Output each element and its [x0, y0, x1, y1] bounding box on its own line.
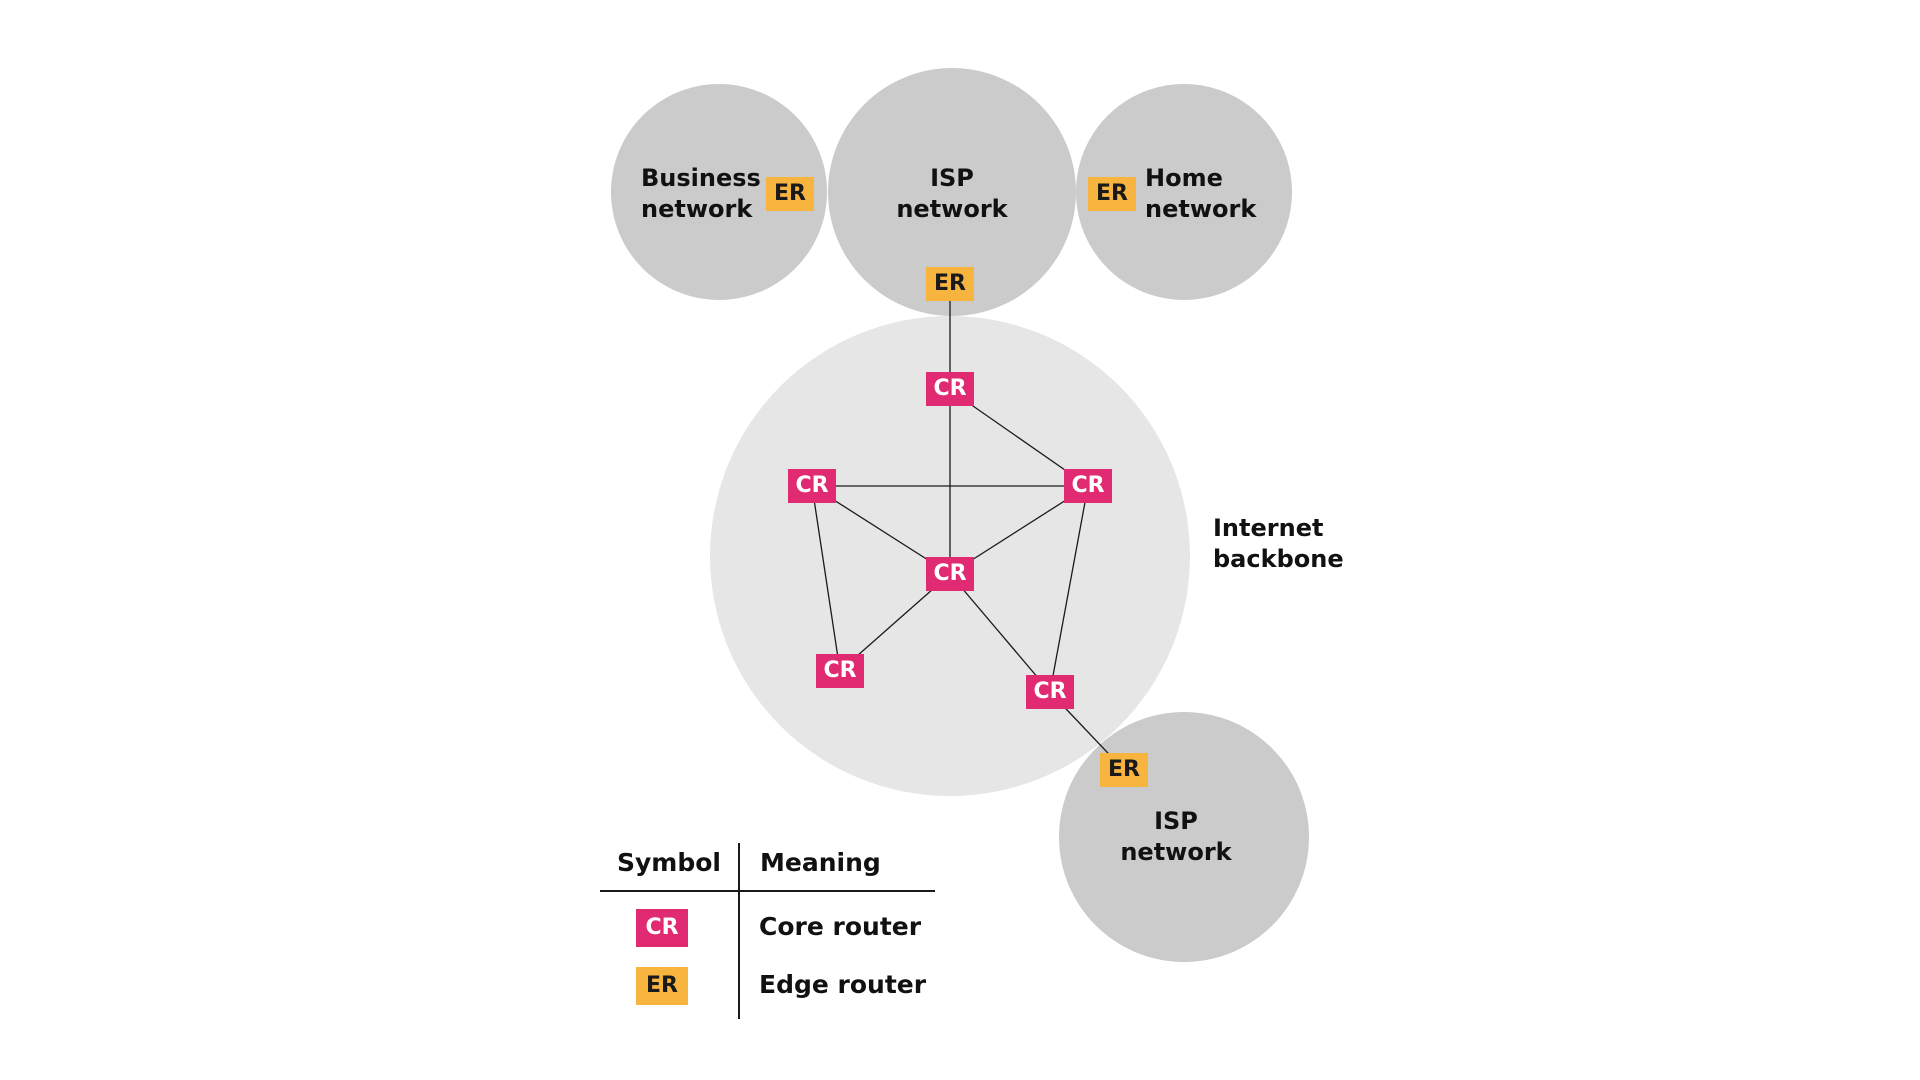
business-network-label-line1: Business — [641, 164, 761, 192]
isp-network-bottom-label-line2: network — [1120, 838, 1232, 866]
core-router-right-box — [1064, 469, 1112, 503]
core-router-bottom-left: CR — [823, 658, 857, 683]
legend-core-router-box — [636, 909, 688, 947]
edge-router-business: ER — [774, 181, 806, 206]
edge-router-home-box — [1088, 177, 1136, 211]
legend-symbol-header: Symbol — [617, 848, 721, 877]
core-router-center: CR — [933, 561, 967, 586]
edge-router-business-box — [766, 177, 814, 211]
edge-router-home: ER — [1096, 181, 1128, 206]
edge-router-isp-top-box — [926, 267, 974, 301]
internet-backbone-label-line2: backbone — [1213, 545, 1344, 573]
isp-network-bottom-label: ISP network — [1106, 806, 1246, 868]
link-cr-left-cr-bottom-left — [811, 485, 841, 672]
legend-edge-router-box — [636, 967, 688, 1005]
router-boxes — [636, 177, 1148, 1005]
home-network-label: Home network — [1145, 163, 1256, 225]
edge-router-isp-bottom-box — [1100, 753, 1148, 787]
core-router-center-box — [926, 557, 974, 591]
isp-network-top-label-line2: network — [896, 195, 1008, 223]
legend-core-router-meaning: Core router — [759, 912, 922, 941]
legend-edge-router-meaning: Edge router — [759, 970, 927, 999]
link-cr-right-cr-bottom-right — [1049, 485, 1089, 693]
edge-router-isp-bottom: ER — [1108, 757, 1140, 782]
internet-backbone-label-line1: Internet — [1213, 514, 1324, 542]
legend-horizontal-divider — [600, 890, 935, 892]
isp-network-bottom-label-line1: ISP — [1154, 807, 1198, 835]
core-router-left-box — [788, 469, 836, 503]
isp-network-top-label-line1: ISP — [930, 164, 974, 192]
legend-meaning-header: Meaning — [760, 848, 881, 877]
core-router-right: CR — [1071, 473, 1105, 498]
edge-router-isp-top: ER — [934, 271, 966, 296]
legend-vertical-divider — [738, 843, 740, 1019]
business-network-circle — [611, 84, 827, 300]
business-network-label-line2: network — [641, 195, 753, 223]
core-router-top: CR — [933, 376, 967, 401]
business-network-label: Business network — [641, 163, 761, 225]
isp-network-top-label: ISP network — [882, 163, 1022, 225]
core-router-top-box — [926, 372, 974, 406]
home-network-label-line1: Home — [1145, 164, 1223, 192]
isp-network-top-circle — [828, 68, 1076, 316]
link-cr-center-cr-bottom-right — [949, 573, 1051, 693]
home-network-circle — [1076, 84, 1292, 300]
core-router-bottom-right-box — [1026, 675, 1074, 709]
home-network-label-line2: network — [1145, 195, 1257, 223]
core-router-icon: CR — [645, 915, 679, 940]
edge-router-icon: ER — [646, 973, 678, 998]
core-router-bottom-left-box — [816, 654, 864, 688]
internet-backbone-label: Internet backbone — [1213, 513, 1344, 575]
core-router-left: CR — [795, 473, 829, 498]
core-router-bottom-right: CR — [1033, 679, 1067, 704]
